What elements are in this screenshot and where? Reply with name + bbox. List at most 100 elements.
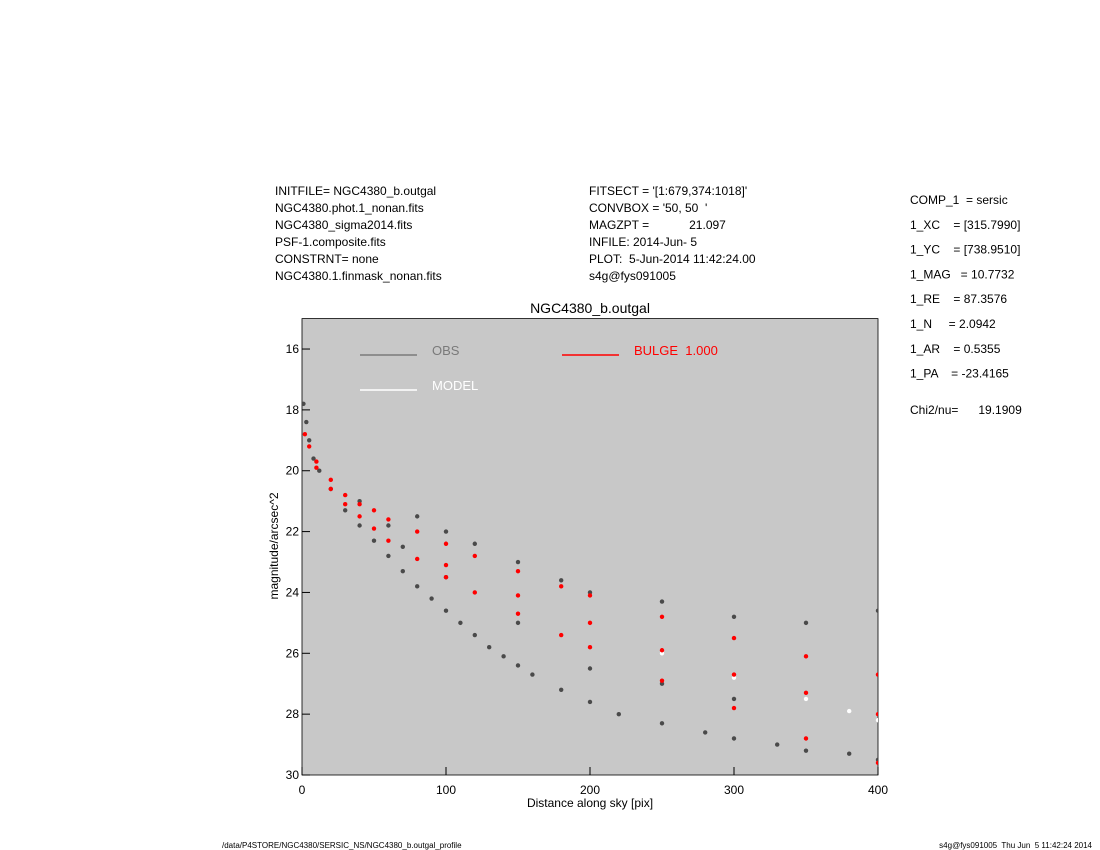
header-middle-line: PLOT: 5-Jun-2014 11:42:24.00 (589, 252, 756, 266)
x-tick-label: 0 (299, 783, 306, 797)
data-point (515, 559, 521, 565)
data-point (847, 751, 852, 756)
data-point (803, 748, 809, 753)
data-point (314, 465, 319, 470)
data-point (659, 599, 665, 604)
footer-path: /data/P4STORE/NGC4380/SERSIC_NS/NGC4380_… (222, 841, 462, 850)
header-left-line: NGC4380.phot.1_nonan.fits (275, 201, 424, 215)
data-point (875, 711, 878, 717)
data-point (357, 523, 362, 528)
data-point (357, 498, 362, 504)
data-point (371, 538, 377, 543)
data-point (307, 438, 312, 443)
data-point (847, 708, 852, 714)
data-point (501, 654, 506, 659)
data-point (803, 696, 809, 702)
fit-parameter: 1_YC = [738.9510] (910, 243, 1020, 257)
header-left-line: NGC4380.1.finmask_nonan.fits (275, 269, 442, 283)
data-point (415, 514, 420, 519)
data-point (559, 632, 564, 638)
data-point (731, 635, 737, 641)
header-left-line: INITFILE= NGC4380_b.outgal (275, 184, 436, 198)
header-middle-line: CONVBOX = '50, 50 ' (589, 201, 707, 215)
x-tick-label: 300 (724, 783, 744, 797)
data-point (587, 620, 593, 626)
header-middle-line: MAGZPT = 21.097 (589, 218, 726, 232)
data-point (343, 492, 348, 498)
data-point (386, 538, 391, 543)
data-point (587, 699, 593, 705)
y-tick-label: 20 (286, 464, 300, 478)
header-middle-line: INFILE: 2014-Jun- 5 (589, 235, 697, 249)
data-point (472, 553, 477, 559)
data-point (443, 529, 449, 534)
data-point (415, 529, 420, 534)
chart-title: NGC4380_b.outgal (530, 300, 650, 316)
data-point (659, 678, 665, 683)
y-tick-label: 26 (286, 646, 300, 660)
data-point (775, 742, 780, 747)
data-point (400, 568, 405, 574)
data-point (371, 508, 377, 513)
data-point (487, 645, 492, 650)
x-tick-label: 200 (580, 783, 600, 797)
data-point (386, 517, 391, 522)
x-tick-label: 400 (868, 783, 888, 797)
y-tick-label: 16 (286, 342, 300, 356)
data-point (587, 666, 593, 671)
data-point (443, 541, 449, 546)
data-point (587, 645, 593, 650)
fit-parameter: 1_RE = 87.3576 (910, 292, 1007, 306)
data-point (803, 620, 809, 626)
y-tick-label: 18 (286, 403, 300, 417)
data-point (443, 608, 449, 613)
data-point (443, 562, 449, 568)
data-point (458, 620, 463, 626)
legend-label: BULGE 1.000 (634, 343, 718, 358)
data-point (731, 614, 737, 619)
data-point (472, 590, 477, 595)
data-point (659, 651, 665, 656)
data-point (875, 760, 878, 766)
data-point (875, 608, 878, 613)
data-point (659, 681, 665, 686)
data-point (875, 718, 878, 723)
data-point (659, 648, 665, 653)
data-point (530, 672, 535, 677)
y-tick-label: 30 (286, 768, 300, 782)
data-point (731, 736, 737, 741)
data-point (803, 654, 809, 659)
y-tick-label: 24 (286, 585, 300, 599)
fit-parameter: 1_AR = 0.5355 (910, 342, 1001, 356)
data-point (343, 502, 348, 507)
data-point (515, 611, 521, 616)
data-point (703, 730, 708, 735)
data-point (343, 508, 348, 513)
data-point (659, 721, 665, 726)
fit-parameter: 1_PA = -23.4165 (910, 367, 1009, 381)
data-point (559, 687, 564, 693)
data-point (559, 584, 564, 589)
data-point (587, 590, 593, 595)
data-point (875, 672, 878, 677)
data-point (587, 593, 593, 598)
data-point (328, 486, 333, 492)
data-point (472, 541, 477, 546)
y-tick-label: 28 (286, 707, 300, 721)
x-tick-label: 100 (436, 783, 456, 797)
data-point (302, 432, 308, 437)
data-point (515, 568, 521, 574)
y-tick-label: 22 (286, 525, 300, 539)
plot-area (301, 318, 879, 776)
data-point (803, 736, 809, 741)
data-point (400, 544, 405, 549)
data-point (302, 401, 306, 406)
data-point (616, 711, 621, 717)
data-point (317, 468, 322, 473)
header-left-line: CONSTRNT= none (275, 252, 379, 266)
header-middle-line: FITSECT = '[1:679,374:1018]' (589, 184, 747, 198)
data-point (515, 620, 521, 626)
fit-parameter: 1_MAG = 10.7732 (910, 267, 1015, 281)
data-point (731, 672, 737, 677)
